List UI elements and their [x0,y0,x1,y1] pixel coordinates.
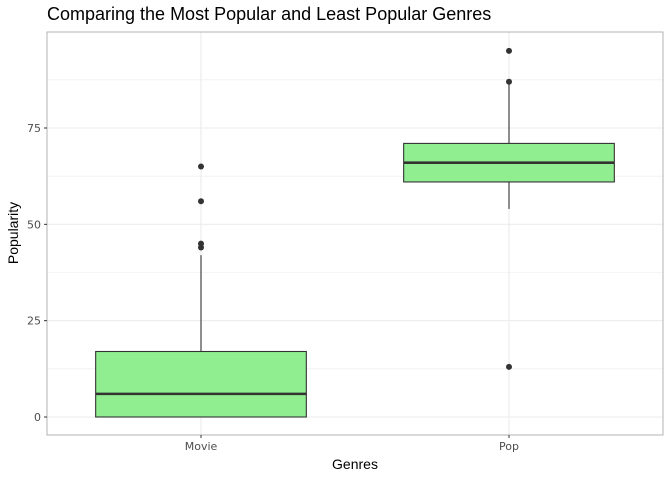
x-tick-label-pop: Pop [499,440,519,453]
outlier-point [198,163,204,170]
boxes [95,47,615,418]
x-axis-title: Genres [332,456,378,472]
axes: 0 25 50 75 Movie Pop [27,122,519,453]
y-tick-label: 25 [27,315,41,328]
outlier-point [506,47,512,54]
outlier-point [506,363,512,370]
box-iqr [95,350,307,418]
outlier-point [506,78,512,85]
outlier-point [198,240,204,247]
panel-border [46,31,664,436]
box-pop [403,47,615,370]
y-axis-title: Popularity [5,202,21,264]
chart-title: Comparing the Most Popular and Least Pop… [47,4,492,24]
x-tick-label-movie: Movie [185,440,218,453]
y-tick-label: 75 [27,122,41,135]
y-tick-label: 0 [34,411,41,424]
y-tick-label: 50 [27,218,41,231]
outlier-point [198,198,204,205]
box-movie [95,163,307,418]
